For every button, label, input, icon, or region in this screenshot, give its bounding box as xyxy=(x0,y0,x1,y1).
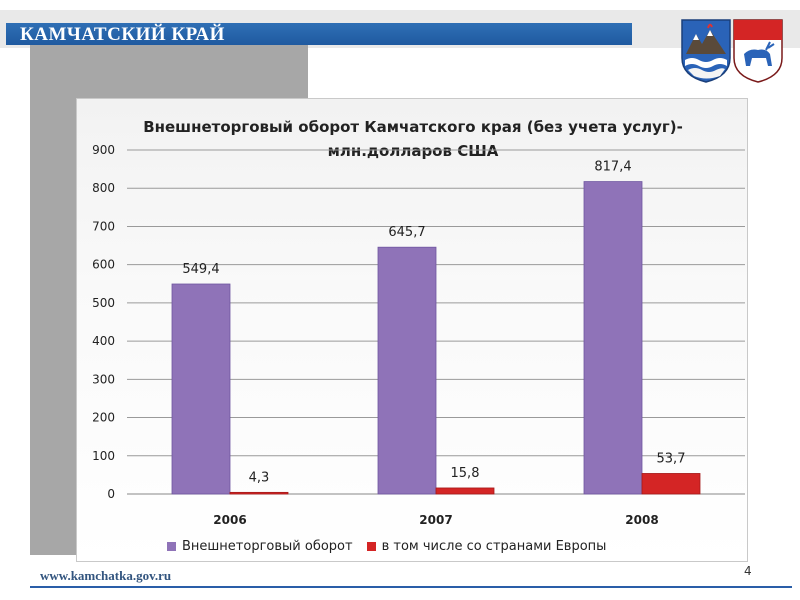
chart-container: Внешнеторговый оборот Камчатского края (… xyxy=(76,98,748,562)
koryak-coat-of-arms-icon xyxy=(732,18,784,84)
y-tick-label: 500 xyxy=(92,296,115,310)
y-tick-label: 200 xyxy=(92,411,115,425)
y-tick-label: 800 xyxy=(92,181,115,195)
legend-swatch-series-1 xyxy=(167,542,176,551)
region-title: КАМЧАТСКИЙ КРАЙ xyxy=(20,24,225,45)
chart-title-line-1: Внешнеторговый оборот Камчатского края (… xyxy=(143,118,683,136)
y-tick-label: 0 xyxy=(107,487,115,501)
bar-europe xyxy=(641,473,701,495)
bar-total xyxy=(171,283,231,495)
data-label: 817,4 xyxy=(594,160,631,175)
legend-item-series-1: Внешнеторговый оборот xyxy=(167,539,353,554)
x-tick-label: 2008 xyxy=(625,513,658,527)
legend-item-series-2: в том числе со странами Европы xyxy=(366,539,607,554)
data-label: 4,3 xyxy=(249,470,270,485)
data-label: 15,8 xyxy=(451,466,480,481)
bar-europe xyxy=(229,491,289,495)
header-title-bar: КАМЧАТСКИЙ КРАЙ xyxy=(6,23,632,45)
data-label: 645,7 xyxy=(388,225,425,240)
legend-swatch-series-2 xyxy=(366,542,376,551)
footer-website-link[interactable]: www.kamchatka.gov.ru xyxy=(40,568,172,583)
bar-total xyxy=(583,181,643,495)
y-tick-label: 700 xyxy=(92,219,115,233)
y-tick-label: 900 xyxy=(92,143,115,157)
bar-europe xyxy=(435,487,495,495)
x-tick-label: 2006 xyxy=(213,513,246,527)
x-tick-label: 2007 xyxy=(419,513,452,527)
data-label: 53,7 xyxy=(657,451,686,466)
legend-label-series-1: Внешнеторговый оборот xyxy=(182,539,353,554)
kamchatka-coat-of-arms-icon xyxy=(680,18,732,84)
y-tick-label: 300 xyxy=(92,372,115,386)
footer-divider xyxy=(30,586,792,588)
y-tick-label: 400 xyxy=(92,334,115,348)
bar-total xyxy=(377,246,437,495)
chart-legend: Внешнеторговый оборот в том числе со стр… xyxy=(167,539,687,554)
legend-label-series-2: в том числе со странами Европы xyxy=(381,539,607,554)
slide-number: 4 xyxy=(744,564,752,578)
chart-title: Внешнеторговый оборот Камчатского края (… xyxy=(137,115,689,163)
y-tick-label: 100 xyxy=(92,449,115,463)
data-label: 549,4 xyxy=(182,262,219,277)
chart-title-line-2: млн.долларов США xyxy=(327,142,499,160)
y-tick-label: 600 xyxy=(92,258,115,272)
bar-chart: 0 100 200 300 400 500 600 700 800 900 549,4 4,3 2006… xyxy=(92,143,745,527)
